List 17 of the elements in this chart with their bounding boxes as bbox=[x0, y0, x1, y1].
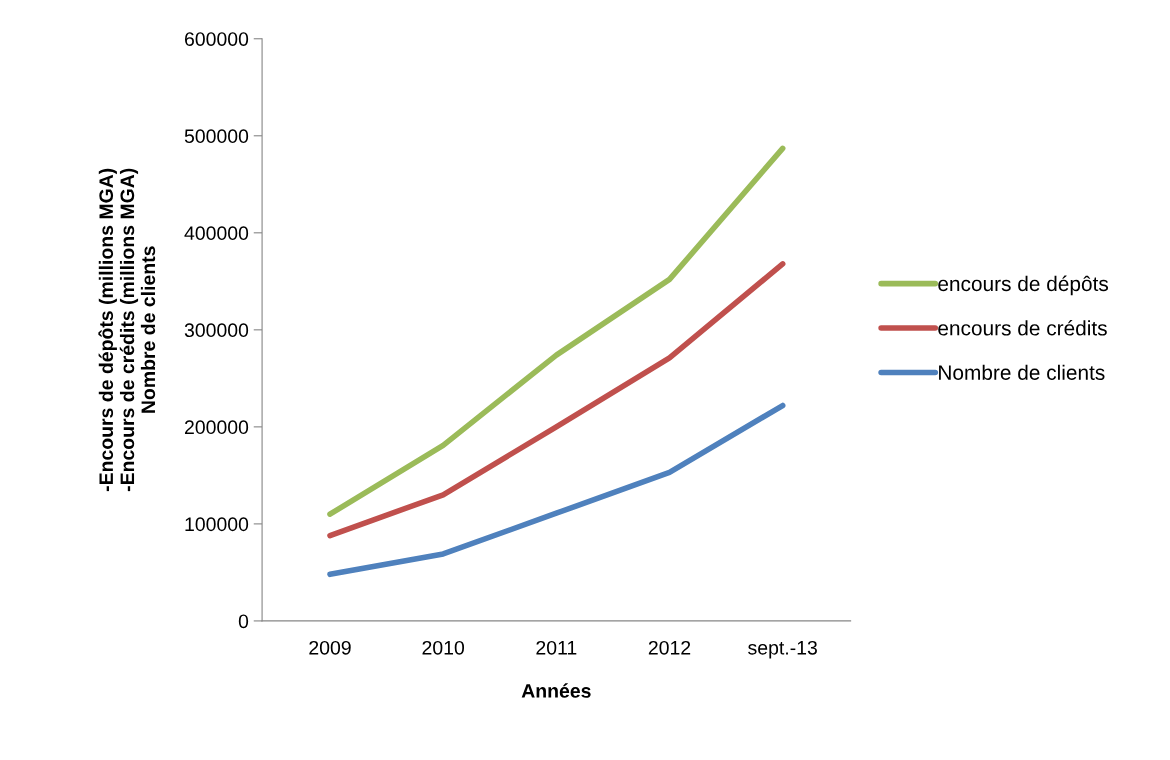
y-axis-title: -Encours de dépôts (millions MGA) -Encours de crédits (millions MGA) Nombre de clients bbox=[98, 168, 156, 492]
x-tick-label: 2011 bbox=[536, 640, 577, 655]
y-tick-label: 500000 bbox=[184, 129, 249, 144]
legend-label: encours de dépôts bbox=[938, 275, 1109, 296]
legend-label: Nombre de clients bbox=[939, 364, 1105, 380]
x-tick-label: sept.-13 bbox=[748, 640, 817, 659]
legend-label: encours de crédits bbox=[938, 320, 1107, 336]
x-tick-label: 2009 bbox=[309, 640, 351, 655]
y-tick-label: 600000 bbox=[185, 32, 249, 46]
x-tick-label: 2010 bbox=[422, 640, 465, 655]
x-axis-title: Années bbox=[521, 683, 591, 698]
y-tick-label: 300000 bbox=[184, 323, 249, 338]
y-tick-label: 200000 bbox=[184, 420, 249, 435]
y-tick-label: 0 bbox=[238, 614, 249, 629]
y-tick-label: 100000 bbox=[185, 517, 249, 532]
y-tick-label: 400000 bbox=[184, 226, 249, 241]
x-tick-label: 2012 bbox=[648, 640, 691, 655]
